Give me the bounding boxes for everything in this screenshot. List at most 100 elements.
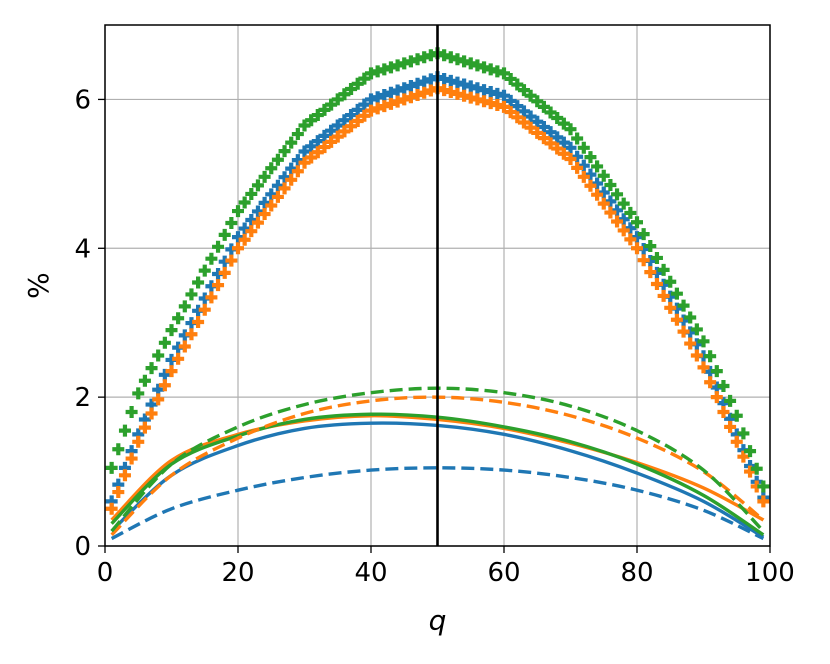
data-point bbox=[291, 128, 304, 141]
data-point bbox=[291, 154, 304, 167]
data-point bbox=[245, 187, 258, 200]
x-axis-label: q bbox=[429, 604, 447, 637]
data-point bbox=[358, 72, 371, 85]
data-point bbox=[704, 350, 717, 363]
data-point bbox=[744, 465, 757, 478]
data-point bbox=[637, 228, 650, 241]
data-point bbox=[311, 109, 324, 122]
data-point bbox=[724, 394, 737, 407]
data-point bbox=[690, 349, 703, 362]
data-point bbox=[152, 349, 165, 362]
data-point bbox=[158, 368, 171, 381]
data-point bbox=[604, 206, 617, 219]
data-point bbox=[737, 450, 750, 463]
data-point bbox=[710, 365, 723, 378]
data-point bbox=[717, 379, 730, 392]
data-point bbox=[517, 116, 530, 129]
data-point bbox=[118, 469, 131, 482]
data-point bbox=[684, 337, 697, 350]
data-point bbox=[517, 105, 530, 118]
data-point bbox=[424, 84, 437, 97]
data-point bbox=[644, 240, 657, 253]
data-point bbox=[371, 102, 384, 115]
data-point bbox=[265, 188, 278, 201]
data-point bbox=[238, 233, 251, 246]
data-point bbox=[398, 82, 411, 95]
data-point bbox=[351, 103, 364, 116]
data-point bbox=[544, 126, 557, 139]
data-point bbox=[418, 86, 431, 99]
data-point bbox=[112, 486, 125, 499]
data-point bbox=[298, 119, 311, 132]
data-point bbox=[138, 374, 151, 387]
data-point bbox=[617, 224, 630, 237]
series-green-markers bbox=[105, 47, 770, 493]
x-tick-label: 20 bbox=[221, 558, 254, 588]
data-point bbox=[212, 279, 225, 292]
data-point bbox=[185, 288, 198, 301]
data-point bbox=[245, 225, 258, 238]
data-point bbox=[584, 179, 597, 192]
data-point bbox=[112, 443, 125, 456]
data-point bbox=[192, 276, 205, 289]
axes-frame bbox=[104, 24, 771, 547]
data-point bbox=[172, 312, 185, 325]
data-point bbox=[537, 132, 550, 145]
data-point bbox=[551, 142, 564, 155]
data-point bbox=[710, 391, 723, 404]
data-point bbox=[245, 214, 258, 227]
data-point bbox=[318, 129, 331, 142]
data-point bbox=[185, 328, 198, 341]
data-point bbox=[232, 242, 244, 255]
data-point bbox=[265, 199, 278, 212]
data-point bbox=[750, 462, 763, 475]
data-point bbox=[271, 179, 284, 192]
data-point bbox=[351, 77, 364, 90]
data-point bbox=[192, 315, 205, 328]
data-point bbox=[677, 299, 690, 312]
data-point bbox=[305, 140, 318, 153]
data-point bbox=[571, 161, 584, 174]
data-point bbox=[744, 445, 757, 458]
data-point bbox=[158, 336, 171, 349]
data-point bbox=[238, 196, 251, 209]
data-point bbox=[591, 160, 604, 173]
data-point bbox=[557, 147, 570, 160]
data-point bbox=[584, 151, 597, 164]
data-point bbox=[365, 104, 377, 117]
data-point bbox=[597, 186, 610, 199]
data-point bbox=[557, 136, 570, 149]
data-point bbox=[697, 361, 710, 374]
data-point bbox=[125, 452, 138, 465]
data-point bbox=[331, 130, 344, 143]
x-tick-label: 0 bbox=[97, 558, 114, 588]
data-point bbox=[418, 75, 431, 88]
data-point bbox=[611, 188, 624, 201]
data-point bbox=[737, 427, 750, 440]
data-point bbox=[338, 88, 351, 101]
data-point bbox=[624, 206, 637, 219]
x-tick-label: 100 bbox=[745, 558, 795, 588]
y-axis-label: % bbox=[22, 272, 55, 299]
data-point bbox=[285, 173, 298, 186]
data-point bbox=[105, 461, 118, 474]
data-point bbox=[664, 275, 677, 288]
data-point bbox=[384, 86, 397, 99]
data-point bbox=[271, 190, 284, 203]
data-point bbox=[305, 151, 318, 164]
data-point bbox=[637, 254, 650, 267]
data-point bbox=[338, 114, 351, 127]
data-point bbox=[730, 435, 743, 448]
data-point bbox=[378, 100, 391, 113]
data-point bbox=[730, 409, 743, 422]
data-point bbox=[398, 93, 411, 106]
data-point bbox=[278, 145, 291, 158]
data-point bbox=[225, 216, 238, 229]
data-point bbox=[118, 424, 131, 437]
data-point bbox=[644, 266, 657, 279]
data-point bbox=[178, 340, 191, 353]
data-point bbox=[617, 213, 630, 226]
data-point bbox=[511, 100, 524, 113]
data-point bbox=[611, 204, 624, 217]
